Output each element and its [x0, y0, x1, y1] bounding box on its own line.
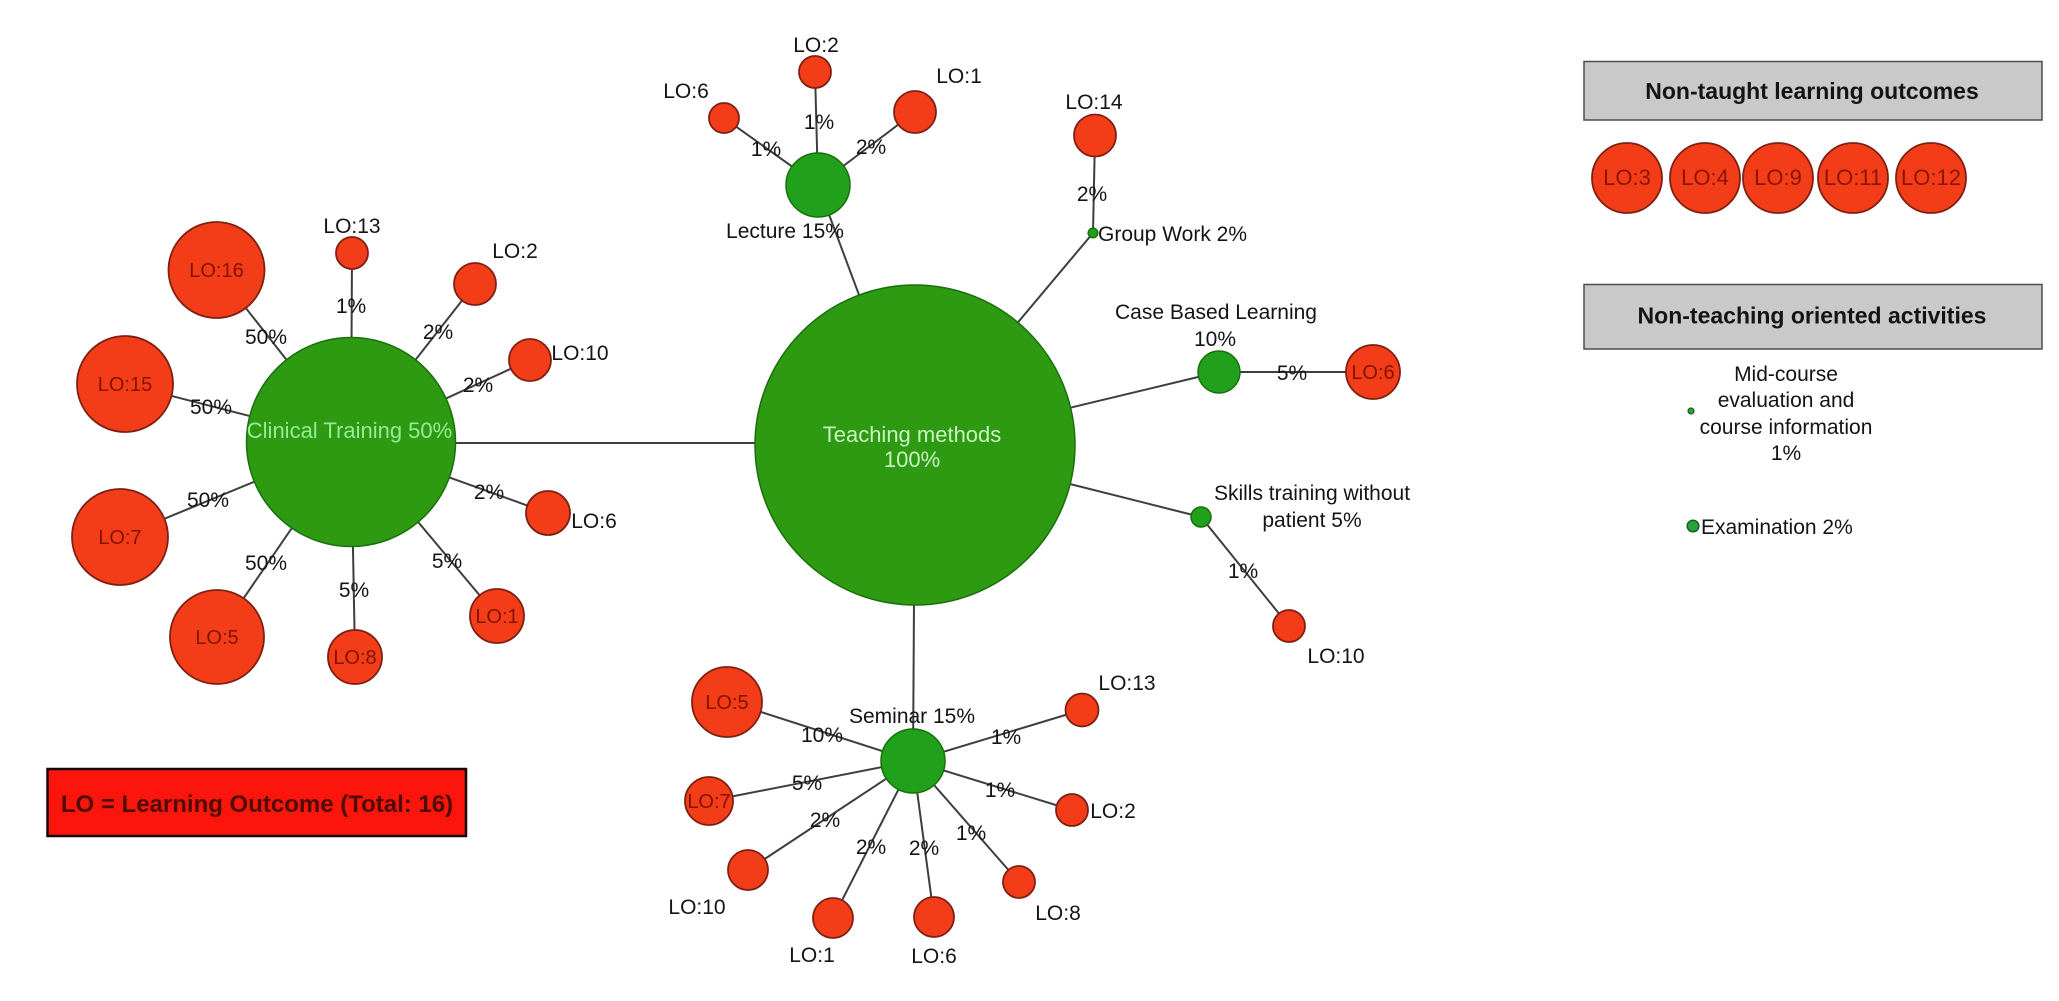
svg-text:LO:10: LO:10 [1307, 645, 1364, 668]
svg-text:2%: 2% [474, 481, 504, 504]
svg-text:LO:6: LO:6 [1351, 362, 1394, 384]
svg-text:LO:2: LO:2 [492, 240, 538, 263]
svg-text:Examination 2%: Examination 2% [1701, 516, 1853, 539]
svg-text:LO:10: LO:10 [551, 342, 608, 365]
svg-text:LO:8: LO:8 [1035, 902, 1081, 925]
svg-text:Non-taught learning outcomes: Non-taught learning outcomes [1645, 78, 1979, 104]
svg-text:Non-teaching oriented activiti: Non-teaching oriented activities [1638, 303, 1987, 329]
svg-text:LO:6: LO:6 [571, 510, 617, 533]
svg-text:course information: course information [1700, 416, 1873, 439]
svg-text:50%: 50% [245, 552, 287, 575]
svg-text:LO:7: LO:7 [98, 527, 141, 549]
svg-text:50%: 50% [245, 326, 287, 349]
svg-text:LO:7: LO:7 [687, 791, 730, 813]
svg-text:LO:3: LO:3 [1603, 165, 1651, 190]
svg-text:patient 5%: patient 5% [1262, 509, 1361, 532]
svg-text:LO:11: LO:11 [1824, 165, 1882, 190]
svg-text:50%: 50% [187, 489, 229, 512]
svg-text:LO:6: LO:6 [663, 80, 709, 103]
svg-text:5%: 5% [432, 550, 462, 573]
svg-text:LO:1: LO:1 [936, 65, 982, 88]
svg-text:10%: 10% [801, 724, 843, 747]
svg-text:5%: 5% [339, 579, 369, 602]
svg-text:Case Based Learning: Case Based Learning [1115, 301, 1317, 324]
svg-text:2%: 2% [856, 836, 886, 859]
svg-text:LO:12: LO:12 [1901, 165, 1961, 190]
svg-text:5%: 5% [1277, 362, 1307, 385]
svg-text:1%: 1% [956, 822, 986, 845]
svg-text:Group Work 2%: Group Work 2% [1098, 223, 1247, 246]
svg-text:1%: 1% [1228, 560, 1258, 583]
svg-text:LO:1: LO:1 [475, 606, 518, 628]
svg-text:1%: 1% [751, 138, 781, 161]
svg-text:LO:8: LO:8 [333, 647, 376, 669]
svg-text:2%: 2% [856, 136, 886, 159]
svg-text:Clinical Training 50%: Clinical Training 50% [247, 418, 452, 443]
svg-text:LO:2: LO:2 [1090, 800, 1136, 823]
svg-text:LO:5: LO:5 [705, 692, 748, 714]
svg-text:Lecture 15%: Lecture 15% [726, 220, 844, 243]
svg-text:LO:5: LO:5 [195, 627, 238, 649]
svg-text:Seminar 15%: Seminar 15% [849, 705, 975, 728]
svg-text:LO:4: LO:4 [1681, 165, 1729, 190]
svg-text:2%: 2% [810, 809, 840, 832]
svg-text:LO:1: LO:1 [789, 944, 835, 967]
svg-text:5%: 5% [792, 772, 822, 795]
svg-text:1%: 1% [985, 779, 1015, 802]
svg-text:LO = Learning Outcome (Total:: LO = Learning Outcome (Total: 16) [61, 791, 453, 818]
svg-text:LO:6: LO:6 [911, 945, 957, 968]
svg-text:LO:16: LO:16 [189, 260, 243, 282]
svg-text:2%: 2% [423, 321, 453, 344]
svg-text:Mid-course: Mid-course [1734, 363, 1838, 386]
svg-text:2%: 2% [909, 837, 939, 860]
svg-text:LO:14: LO:14 [1065, 91, 1123, 114]
svg-text:LO:2: LO:2 [793, 34, 839, 57]
svg-text:LO:13: LO:13 [323, 215, 380, 238]
svg-text:1%: 1% [991, 726, 1021, 749]
svg-text:LO:13: LO:13 [1098, 672, 1155, 695]
svg-text:100%: 100% [884, 447, 940, 472]
svg-text:2%: 2% [1077, 183, 1107, 206]
svg-text:2%: 2% [463, 374, 493, 397]
svg-text:10%: 10% [1194, 328, 1236, 351]
svg-text:Teaching methods: Teaching methods [823, 422, 1002, 447]
svg-text:LO:9: LO:9 [1754, 165, 1802, 190]
svg-text:1%: 1% [1771, 442, 1801, 465]
svg-text:Skills training without: Skills training without [1214, 482, 1410, 505]
svg-text:1%: 1% [336, 295, 366, 318]
svg-text:1%: 1% [804, 111, 834, 134]
svg-text:LO:10: LO:10 [668, 896, 725, 919]
svg-text:50%: 50% [190, 396, 232, 419]
svg-text:LO:15: LO:15 [98, 374, 152, 396]
svg-text:evaluation and: evaluation and [1718, 389, 1855, 412]
